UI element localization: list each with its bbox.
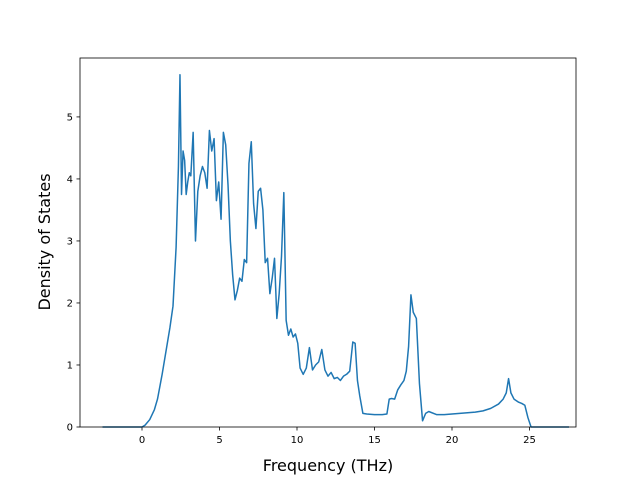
series-line-dos xyxy=(102,73,569,428)
x-tick-label: 25 xyxy=(523,435,536,446)
y-tick-label: 5 xyxy=(67,113,73,124)
x-tick-label: 20 xyxy=(446,435,459,446)
x-tick-label: 0 xyxy=(139,435,145,446)
x-axis-label: Frequency (THz) xyxy=(263,456,393,475)
y-tick-label: 3 xyxy=(67,237,73,248)
x-tick-label: 15 xyxy=(368,435,381,446)
y-axis-label: Density of States xyxy=(35,173,54,310)
plot-area xyxy=(80,58,576,427)
y-tick-label: 2 xyxy=(67,299,73,310)
y-axis-ticks: 0 1 2 3 4 5 xyxy=(67,113,80,434)
x-tick-label: 5 xyxy=(216,435,222,446)
y-tick-label: 0 xyxy=(67,423,73,434)
axes-frame xyxy=(79,57,577,428)
x-tick-label: 10 xyxy=(291,435,304,446)
y-tick-label: 1 xyxy=(67,361,73,372)
x-axis-ticks: 0 5 10 15 20 25 xyxy=(139,427,536,446)
y-tick-label: 4 xyxy=(67,175,73,186)
